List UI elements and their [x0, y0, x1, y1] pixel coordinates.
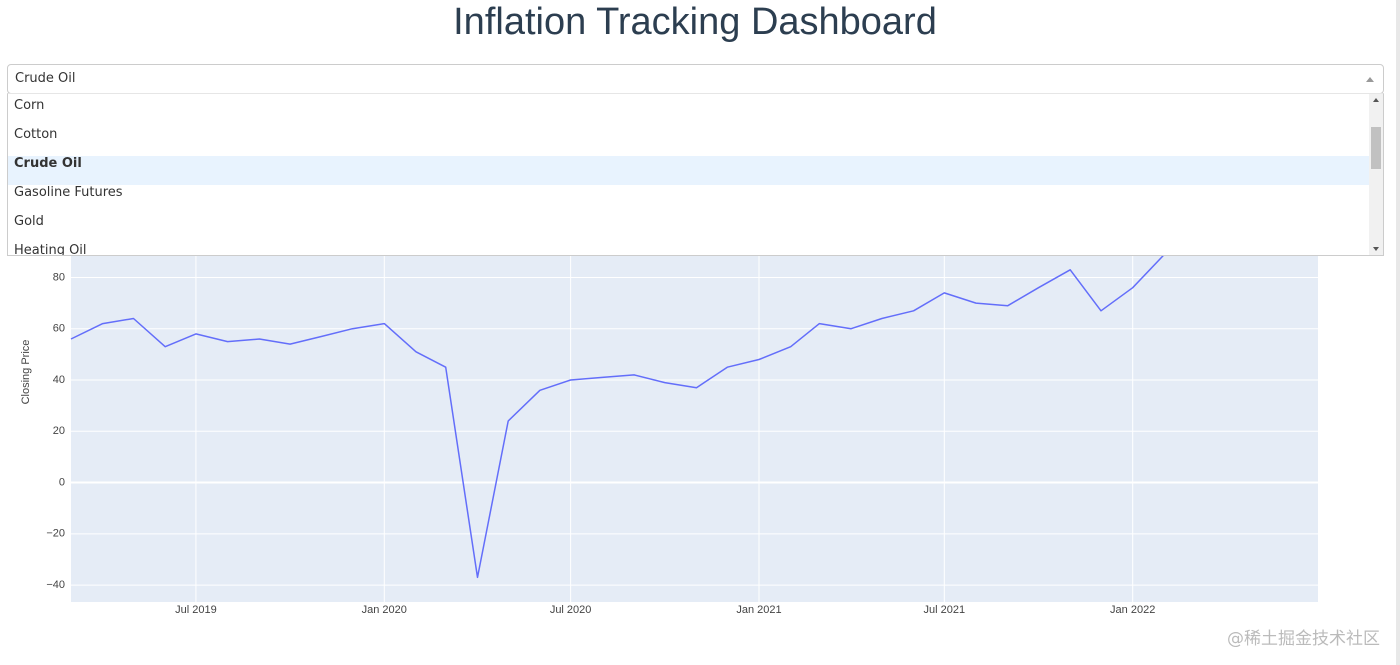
y-tick-label: −20 [46, 528, 65, 540]
x-tick-label: Jul 2021 [924, 604, 966, 616]
price-line [70, 179, 1288, 579]
dropdown[interactable]: Crude Oil [7, 64, 1384, 94]
scroll-thumb[interactable] [1371, 127, 1381, 169]
x-tick-label: Jan 2022 [1110, 604, 1155, 616]
y-tick-label: −40 [46, 579, 65, 591]
scrollbar[interactable] [1369, 94, 1383, 255]
dropdown-option[interactable]: Cotton [14, 127, 58, 142]
watermark: @稀土掘金技术社区 [1227, 629, 1380, 649]
y-tick-label: 20 [53, 425, 65, 437]
dropdown-menu: Corn Cotton Crude Oil Gasoline Futures Gold H… [7, 93, 1384, 256]
y-tick-label: 80 [53, 271, 65, 283]
x-tick-label: Jul 2020 [550, 604, 592, 616]
scroll-up[interactable] [1373, 98, 1379, 102]
y-axis-label: Closing Price [20, 340, 32, 405]
scroll-down[interactable] [1373, 247, 1379, 251]
window-edge [1396, 0, 1400, 665]
dropdown-value: Crude Oil [15, 71, 76, 86]
x-tick-label: Jul 2019 [175, 604, 217, 616]
dropdown-caret[interactable] [1366, 77, 1374, 82]
dropdown-option[interactable]: Heating Oil [14, 243, 87, 256]
y-tick-label: 0 [59, 476, 65, 488]
dropdown-option[interactable]: Crude Oil [8, 156, 1369, 185]
dropdown-option[interactable]: Gold [14, 214, 44, 229]
y-tick-label: 40 [53, 374, 65, 386]
y-tick-label: 60 [53, 323, 65, 335]
dropdown-option[interactable]: Corn [14, 98, 45, 113]
dropdown-option[interactable]: Gasoline Futures [14, 185, 123, 200]
dashboard-title: Inflation Tracking Dashboard [453, 1, 937, 43]
x-tick-label: Jan 2020 [362, 604, 407, 616]
x-tick-label: Jan 2021 [736, 604, 781, 616]
